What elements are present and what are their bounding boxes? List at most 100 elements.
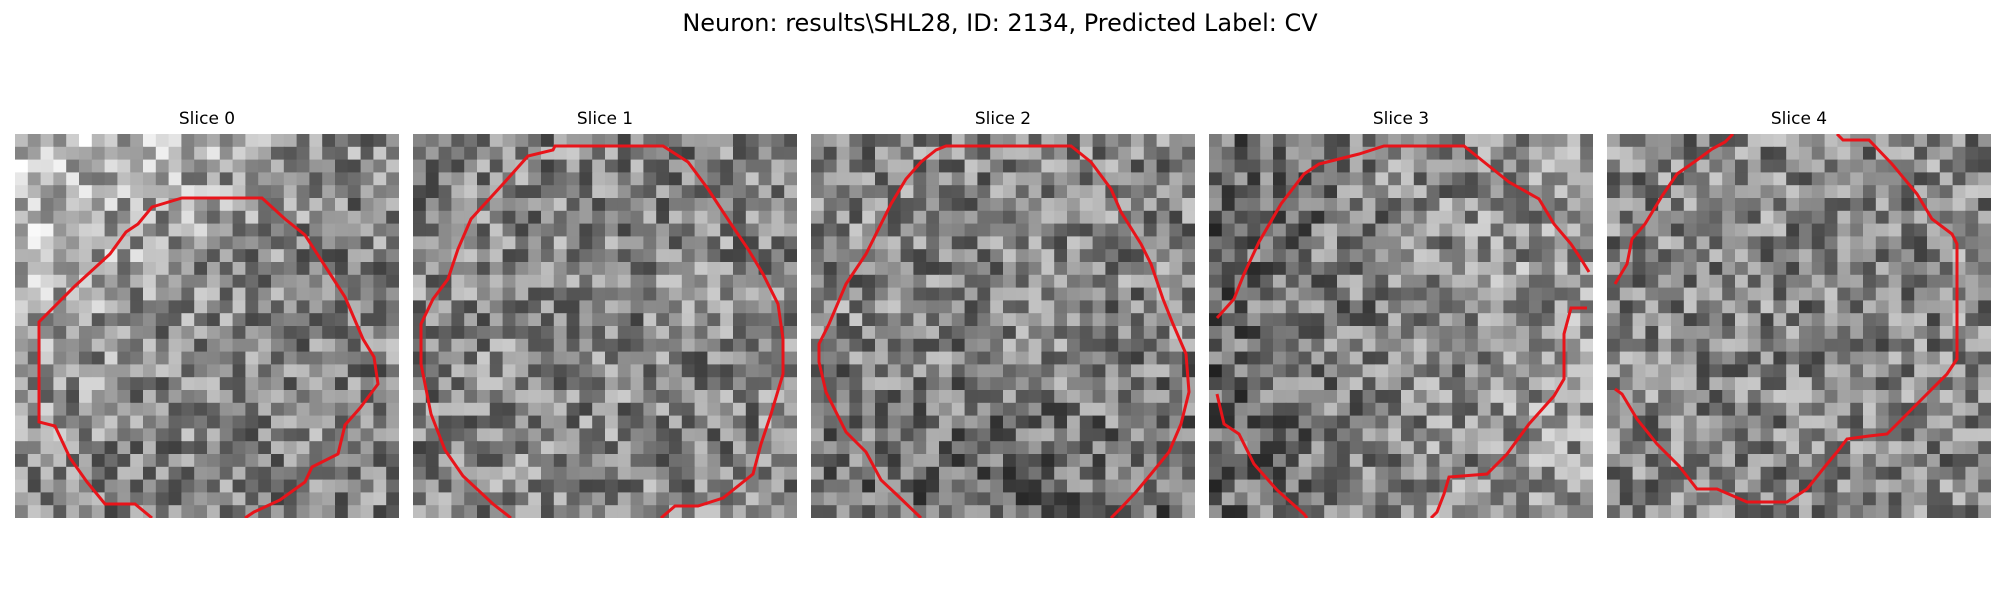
- pixel-tile: [1824, 441, 1838, 455]
- pixel-tile: [1401, 466, 1415, 481]
- pixel-tile: [1773, 198, 1787, 212]
- pixel-tile: [1965, 313, 1979, 327]
- pixel-tile: [66, 415, 80, 429]
- pixel-tile: [1337, 454, 1351, 468]
- pixel-tile: [194, 146, 208, 161]
- pixel-tile: [745, 364, 760, 378]
- pixel-tile: [502, 479, 516, 493]
- pixel-tile: [617, 364, 632, 378]
- pixel-tile: [194, 338, 208, 353]
- pixel-tile: [1952, 505, 1966, 518]
- pixel-tile: [1722, 287, 1736, 301]
- pixel-tile: [1645, 185, 1659, 199]
- pixel-tile: [1105, 479, 1119, 493]
- pixel-tile: [1696, 364, 1710, 378]
- pixel-tile: [155, 338, 170, 353]
- pixel-tile: [784, 313, 797, 327]
- pixel-tile: [181, 415, 195, 429]
- pixel-tile: [1015, 364, 1030, 378]
- pixel-tile: [1337, 313, 1351, 327]
- pixel-tile: [502, 364, 516, 378]
- pixel-tile: [669, 262, 683, 276]
- pixel-tile: [1285, 402, 1300, 417]
- pixel-tile: [875, 492, 889, 506]
- pixel-tile: [1234, 326, 1248, 340]
- pixel-tile: [1554, 236, 1568, 250]
- pixel-tile: [386, 210, 399, 225]
- pixel-tile: [1811, 505, 1826, 518]
- pixel-tile: [1439, 159, 1453, 173]
- pixel-tile: [1965, 223, 1979, 237]
- pixel-tile: [605, 172, 619, 186]
- pixel-tile: [181, 146, 195, 161]
- pixel-tile: [1683, 377, 1698, 391]
- pixel-tile: [1671, 223, 1685, 237]
- pixel-tile: [1413, 492, 1428, 506]
- pixel-tile: [168, 249, 182, 263]
- pixel-tile: [1015, 479, 1030, 493]
- pixel-tile: [1837, 364, 1851, 378]
- pixel-tile: [811, 326, 825, 340]
- pixel-tile: [528, 326, 542, 340]
- pixel-tile: [1965, 134, 1979, 148]
- pixel-tile: [1477, 134, 1492, 148]
- pixel-tile: [1465, 249, 1479, 263]
- pixel-tile: [681, 274, 696, 289]
- pixel-tile: [1747, 454, 1762, 468]
- pixel-tile: [1234, 415, 1248, 429]
- pixel-tile: [40, 223, 54, 237]
- pixel-tile: [1811, 223, 1826, 237]
- pixel-tile: [605, 415, 619, 429]
- pixel-tile: [53, 402, 67, 417]
- pixel-tile: [1209, 338, 1223, 353]
- pixel-tile: [926, 351, 940, 365]
- pixel-tile: [1156, 210, 1170, 225]
- slice-image-1: [413, 134, 797, 518]
- pixel-tile: [1773, 274, 1787, 289]
- pixel-tile: [207, 287, 221, 301]
- pixel-tile: [1927, 313, 1941, 327]
- pixel-tile: [66, 441, 80, 455]
- pixel-tile: [117, 390, 131, 404]
- pixel-tile: [104, 172, 118, 186]
- pixel-tile: [1028, 377, 1042, 391]
- pixel-tile: [617, 262, 632, 276]
- pixel-tile: [232, 454, 246, 468]
- pixel-tile: [413, 159, 427, 173]
- pixel-tile: [720, 249, 734, 263]
- pixel-tile: [335, 377, 349, 391]
- pixel-tile: [1234, 185, 1248, 199]
- pixel-tile: [1901, 159, 1915, 173]
- pixel-tile: [502, 236, 516, 250]
- pixel-tile: [1092, 364, 1106, 378]
- pixel-tile: [1054, 479, 1068, 493]
- pixel-tile: [271, 466, 285, 481]
- pixel-tile: [745, 172, 760, 186]
- pixel-tile: [1054, 210, 1068, 225]
- pixel-tile: [1516, 223, 1530, 237]
- pixel-tile: [425, 172, 440, 186]
- pixel-tile: [155, 454, 170, 468]
- pixel-tile: [1837, 210, 1851, 225]
- pixel-tile: [1324, 428, 1338, 442]
- pixel-tile: [707, 390, 721, 404]
- pixel-tile: [360, 313, 374, 327]
- pixel-tile: [900, 287, 914, 301]
- pixel-tile: [117, 505, 131, 518]
- pixel-tile: [1028, 300, 1042, 314]
- pixel-tile: [1143, 185, 1158, 199]
- pixel-tile: [1273, 287, 1287, 301]
- pixel-tile: [309, 159, 323, 173]
- pixel-tile: [862, 351, 876, 365]
- pixel-tile: [811, 390, 825, 404]
- pixel-tile: [258, 172, 272, 186]
- pixel-tile: [232, 262, 246, 276]
- pixel-tile: [926, 198, 940, 212]
- pixel-tile: [373, 262, 387, 276]
- pixel-tile: [1722, 210, 1736, 225]
- pixel-tile: [335, 172, 349, 186]
- pixel-tile: [1978, 505, 1991, 518]
- pixel-tile: [811, 236, 825, 250]
- pixel-tile: [875, 134, 889, 148]
- pixel-tile: [1850, 198, 1864, 212]
